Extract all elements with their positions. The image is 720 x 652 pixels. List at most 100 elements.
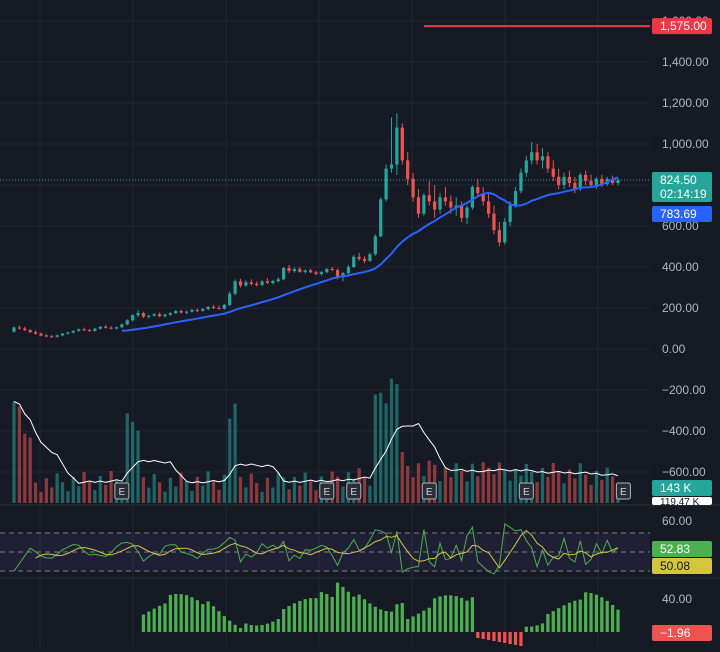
histogram-bar: [610, 604, 615, 632]
price-tick-label: 600.00: [662, 219, 699, 233]
volume-bar: [28, 437, 32, 503]
candle-body: [454, 205, 458, 208]
price-tick-label: 400.00: [662, 260, 699, 274]
volume-bar: [406, 465, 410, 503]
volume-bar: [605, 467, 609, 503]
volume-bar: [98, 475, 102, 503]
price-tick-label: 1,200.00: [662, 96, 709, 110]
volume-bar: [341, 486, 345, 503]
volume-bar: [459, 471, 464, 503]
price-axis[interactable]: 1,600.001,400.001,200.001,000.00800.0060…: [662, 14, 709, 606]
current-price-label-text: 824.50: [660, 173, 697, 187]
histogram-bar: [557, 608, 561, 632]
candle-body: [368, 254, 372, 261]
candle-body: [567, 176, 572, 183]
volume-bar: [233, 403, 237, 503]
volume-bar: [157, 482, 162, 503]
histogram-bar: [497, 632, 501, 642]
ma-value-label-text: 783.69: [660, 207, 697, 221]
volume-bar: [465, 481, 469, 503]
candle-body: [228, 293, 232, 305]
alert-price-label: 1,575.00: [652, 18, 712, 35]
volume-bar: [438, 481, 442, 503]
candle-body: [71, 330, 75, 333]
candle-body: [540, 156, 545, 161]
histogram-bar: [211, 606, 216, 632]
candle-body: [524, 160, 528, 173]
candle-body: [17, 327, 22, 329]
volume-bar: [66, 491, 70, 503]
candle-body: [39, 333, 43, 336]
candle-body: [292, 269, 297, 272]
candle-body: [201, 309, 205, 311]
volume-bar: [174, 486, 178, 503]
candle-body: [260, 281, 264, 286]
candle-body: [519, 172, 523, 192]
volume-bar: [292, 476, 297, 503]
candle-body: [557, 176, 561, 185]
histogram-bar: [594, 594, 599, 632]
histogram-bar: [308, 598, 313, 632]
volume-bar: [190, 490, 194, 503]
volume-bar: [163, 491, 167, 503]
candle-body: [486, 201, 491, 214]
volume-bar: [217, 489, 221, 503]
volume-bar: [60, 482, 65, 503]
candle-body: [508, 205, 512, 222]
candle-body: [314, 272, 318, 274]
volume-bar: [228, 418, 232, 503]
histogram-bar: [152, 608, 156, 632]
candle-body: [308, 270, 313, 273]
volume-ma-label-text: 119.47 K: [660, 497, 700, 508]
histogram-bar: [503, 632, 507, 643]
histogram-bar: [249, 624, 253, 632]
histogram-bar: [298, 600, 302, 632]
candle-body: [60, 333, 65, 336]
candle-body: [114, 327, 119, 329]
histogram-bar: [406, 619, 410, 632]
rsi-value-label-bg: [652, 541, 712, 557]
volume-bar: [303, 472, 307, 503]
histogram-bar: [147, 611, 151, 632]
candle-body: [147, 315, 151, 317]
histogram-bar: [481, 632, 485, 639]
current-price-label-bg: [652, 171, 712, 202]
candle-body: [109, 327, 113, 329]
histogram-bar: [449, 595, 453, 632]
candle-body: [190, 310, 194, 312]
volume-bar: [77, 486, 81, 503]
histogram-bar: [562, 605, 566, 632]
histogram-bar: [292, 603, 297, 632]
volume-bar: [244, 487, 248, 503]
volume-bar: [39, 491, 43, 503]
rsi-line: [13, 523, 619, 575]
earnings-marker: E: [114, 482, 130, 500]
volume-bar: [93, 489, 97, 503]
candle-body: [551, 168, 555, 177]
volume-bar: [265, 477, 270, 503]
histogram-bar: [540, 623, 545, 632]
volume-bar: [389, 378, 394, 503]
histogram-bar: [287, 606, 291, 632]
candle-body: [400, 127, 404, 161]
candle-body: [330, 269, 334, 271]
candle-body: [244, 282, 248, 286]
volume-bar: [578, 463, 582, 503]
histogram-value-label-text: −1.96: [660, 626, 691, 640]
candle-body: [449, 201, 453, 208]
volume-bar: [71, 477, 75, 503]
histogram-bar: [368, 603, 372, 632]
volume-bar: [476, 476, 480, 503]
volume-bar: [195, 476, 199, 503]
candle-body: [82, 329, 86, 331]
volume-bar: [546, 477, 550, 503]
histogram-bar: [389, 611, 394, 632]
candle-body: [12, 327, 16, 332]
volume-bar: [411, 477, 415, 503]
price-tick-label: 1,400.00: [662, 55, 709, 69]
histogram-bar: [341, 586, 345, 632]
histogram-bar: [174, 593, 178, 632]
histogram-bar: [573, 600, 577, 632]
